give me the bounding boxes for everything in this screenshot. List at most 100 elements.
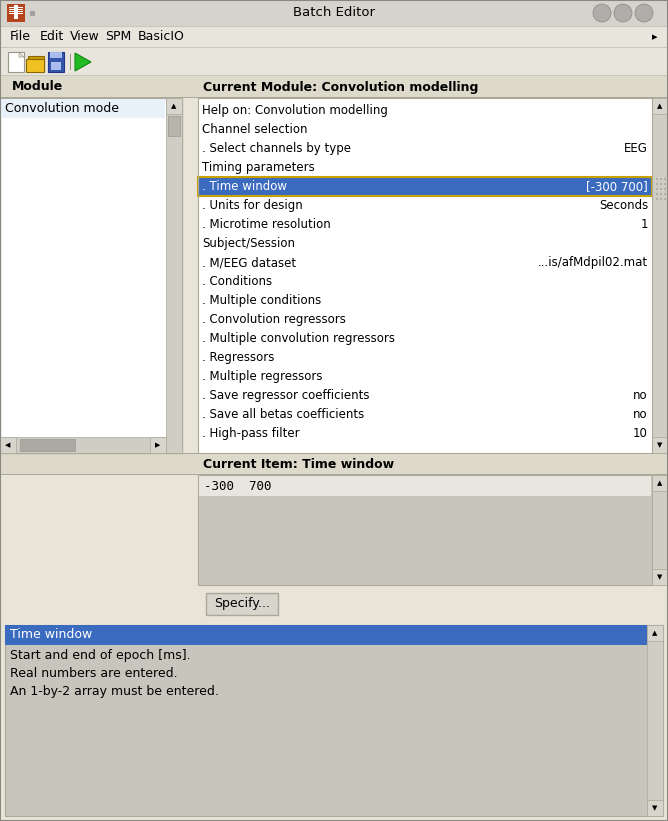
Text: Time window: Time window <box>10 629 92 641</box>
Bar <box>0 437 166 453</box>
Bar <box>0 97 668 98</box>
Bar <box>198 98 652 453</box>
Text: ▲: ▲ <box>657 103 663 109</box>
Text: EEG: EEG <box>624 142 648 155</box>
Text: . Units for design: . Units for design <box>202 199 303 212</box>
Bar <box>652 98 668 114</box>
Text: ▲: ▲ <box>653 630 658 636</box>
Text: Real numbers are entered.: Real numbers are entered. <box>10 667 178 680</box>
Bar <box>664 198 666 200</box>
Bar <box>660 178 662 180</box>
Bar <box>656 198 658 200</box>
Text: 1: 1 <box>641 218 648 231</box>
Text: Current Item: Time window: Current Item: Time window <box>203 457 394 470</box>
Bar <box>664 183 666 185</box>
Text: Module: Module <box>12 80 63 94</box>
Bar <box>0 474 668 475</box>
Bar <box>664 193 666 195</box>
Bar <box>150 437 166 453</box>
Bar <box>664 188 666 190</box>
Bar <box>664 178 666 180</box>
Text: . Multiple regressors: . Multiple regressors <box>202 370 323 383</box>
Bar <box>198 177 652 196</box>
Text: ◀: ◀ <box>5 442 11 448</box>
Bar <box>199 476 651 496</box>
Circle shape <box>593 4 611 22</box>
Bar <box>9 13 23 14</box>
Bar <box>656 193 658 195</box>
Text: no: no <box>633 408 648 421</box>
Bar <box>9 9 23 10</box>
Text: 10: 10 <box>633 427 648 440</box>
Text: . Microtime resolution: . Microtime resolution <box>202 218 331 231</box>
Text: ▶: ▶ <box>156 442 161 448</box>
Text: BasicIO: BasicIO <box>138 30 185 44</box>
Bar <box>0 76 668 98</box>
Bar <box>0 48 668 76</box>
Bar <box>9 7 23 8</box>
Bar <box>0 437 16 453</box>
Text: Current Module: Convolution modelling: Current Module: Convolution modelling <box>203 80 478 94</box>
Bar <box>14 5 18 19</box>
Bar <box>5 625 647 645</box>
Text: Timing parameters: Timing parameters <box>202 161 315 174</box>
Bar <box>660 188 662 190</box>
Bar <box>166 98 182 453</box>
Bar <box>9 11 23 12</box>
Bar <box>647 800 663 816</box>
Bar <box>26 59 44 72</box>
Text: Specify...: Specify... <box>214 598 270 611</box>
Text: . Regressors: . Regressors <box>202 351 275 364</box>
Text: View: View <box>70 30 100 44</box>
Bar <box>198 475 652 585</box>
Bar <box>0 98 182 453</box>
Bar <box>652 475 668 585</box>
Bar <box>50 52 62 58</box>
Bar <box>647 625 663 641</box>
Text: Convolution mode: Convolution mode <box>5 102 119 114</box>
Text: . Conditions: . Conditions <box>202 275 272 288</box>
Bar <box>0 26 668 27</box>
Text: . Select channels by type: . Select channels by type <box>202 142 351 155</box>
Text: . Multiple convolution regressors: . Multiple convolution regressors <box>202 332 395 345</box>
Circle shape <box>614 4 632 22</box>
Bar <box>0 0 668 26</box>
Text: File: File <box>10 30 31 44</box>
Text: . High-pass filter: . High-pass filter <box>202 427 300 440</box>
Text: . Convolution regressors: . Convolution regressors <box>202 313 346 326</box>
Bar <box>656 183 658 185</box>
Text: Channel selection: Channel selection <box>202 123 307 136</box>
Bar <box>51 62 61 70</box>
Bar <box>206 593 278 615</box>
Text: ▼: ▼ <box>653 805 658 811</box>
Text: . M/EEG dataset: . M/EEG dataset <box>202 256 296 269</box>
Bar <box>652 437 668 453</box>
Text: ▼: ▼ <box>657 574 663 580</box>
Bar <box>7 4 25 22</box>
Bar <box>0 75 668 76</box>
Text: ▼: ▼ <box>657 442 663 448</box>
Text: . Save regressor coefficients: . Save regressor coefficients <box>202 389 369 402</box>
Text: no: no <box>633 389 648 402</box>
Bar <box>0 453 668 475</box>
Bar <box>8 52 24 72</box>
Text: . Save all betas coefficients: . Save all betas coefficients <box>202 408 364 421</box>
Polygon shape <box>19 52 24 57</box>
Bar <box>20 439 75 451</box>
Text: Start and end of epoch [ms].: Start and end of epoch [ms]. <box>10 649 190 662</box>
Bar <box>0 26 668 48</box>
Bar <box>198 98 652 453</box>
Bar <box>656 178 658 180</box>
Text: An 1-by-2 array must be entered.: An 1-by-2 array must be entered. <box>10 685 219 698</box>
Bar <box>166 98 182 114</box>
Text: Subject/Session: Subject/Session <box>202 237 295 250</box>
Text: ▲: ▲ <box>657 480 663 486</box>
Text: [-300 700]: [-300 700] <box>587 180 648 193</box>
Bar <box>0 47 668 48</box>
Bar <box>30 11 35 16</box>
Bar <box>660 198 662 200</box>
Text: Edit: Edit <box>40 30 64 44</box>
Text: SPM: SPM <box>105 30 131 44</box>
Text: ▲: ▲ <box>171 103 177 109</box>
Text: ▸: ▸ <box>653 32 658 42</box>
